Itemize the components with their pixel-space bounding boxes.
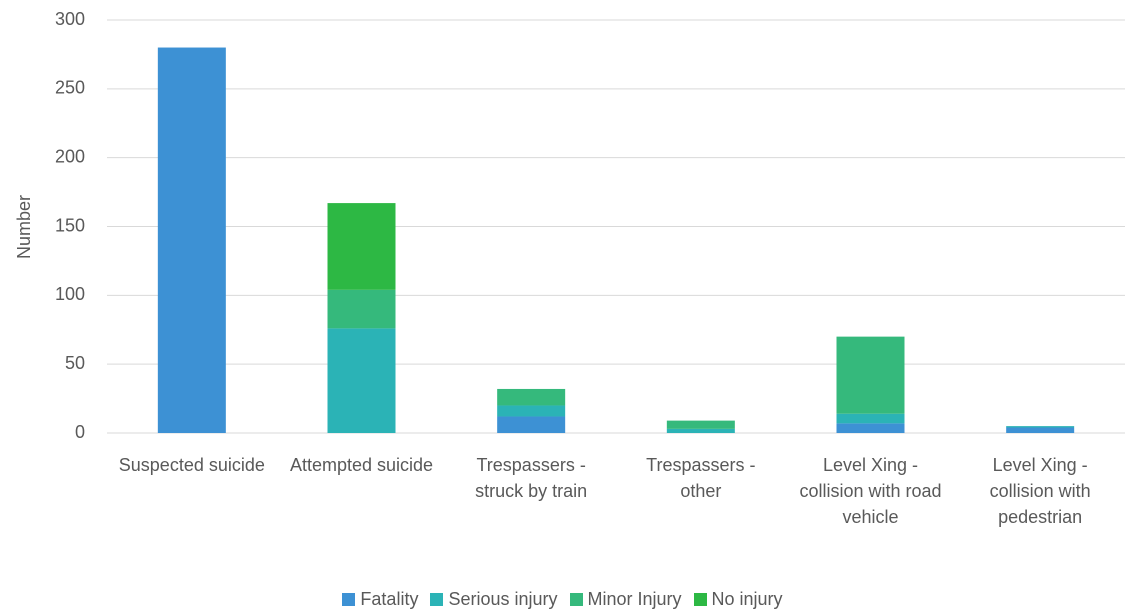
y-tick-label: 50 <box>65 353 85 373</box>
bar-segment <box>836 336 905 414</box>
legend-label: Fatality <box>360 589 419 609</box>
legend-swatch <box>693 593 707 606</box>
y-tick-label: 0 <box>75 422 85 442</box>
y-tick-label: 300 <box>55 9 85 29</box>
legend-label: No injury <box>711 589 783 609</box>
legend: Fatality Serious injury Minor Injury No inj… <box>0 589 1125 610</box>
bar-segment <box>497 388 566 406</box>
legend-item: Minor Injury <box>569 589 682 610</box>
bar-segment <box>157 47 226 434</box>
x-tick-label: Attempted suicide <box>289 455 434 475</box>
bar-segment <box>836 413 905 424</box>
legend-label: Serious injury <box>448 589 558 609</box>
legend-label: Minor Injury <box>587 589 682 609</box>
y-tick-label: 200 <box>55 146 85 166</box>
legend-item: No injury <box>693 589 783 610</box>
legend-swatch <box>342 593 356 606</box>
bar-segment <box>497 416 566 433</box>
legend-swatch <box>569 593 583 606</box>
bar-segment <box>327 328 396 433</box>
legend-item: Fatality <box>342 589 418 610</box>
bar-segment <box>327 289 396 329</box>
legend-item: Serious injury <box>430 589 558 610</box>
x-tick-label: Level Xing - collision with pedestrian <box>989 455 1091 527</box>
bar-segment <box>327 203 396 290</box>
x-tick-label: Trespassers - struck by train <box>475 455 588 501</box>
x-tick-label: Trespassers - other <box>646 455 756 501</box>
x-tick-label: Level Xing - collision with road vehicle <box>799 455 942 527</box>
y-tick-label: 150 <box>55 215 85 235</box>
y-axis-label: Number <box>14 195 34 259</box>
y-tick-label: 250 <box>55 78 85 98</box>
legend-swatch <box>430 593 444 606</box>
bar-segment <box>1006 427 1075 433</box>
y-tick-label: 100 <box>55 284 85 304</box>
bar-segment <box>497 405 566 417</box>
bar-segment <box>836 423 905 433</box>
x-tick-label: Suspected suicide <box>118 455 265 475</box>
bar-segment <box>666 428 735 433</box>
bar-segment <box>1006 426 1075 428</box>
bar-segment <box>666 420 735 429</box>
